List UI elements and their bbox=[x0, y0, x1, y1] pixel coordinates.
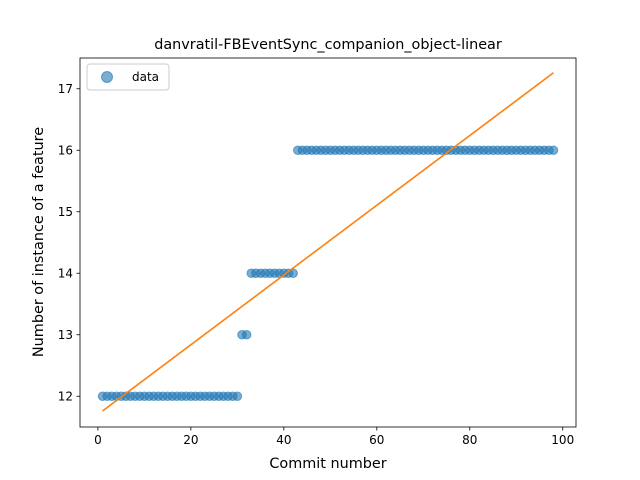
y-tick-label: 16 bbox=[58, 143, 73, 157]
x-tick-label: 80 bbox=[462, 433, 477, 447]
trend-line bbox=[102, 72, 554, 412]
y-tick-label: 13 bbox=[58, 328, 73, 342]
legend: data bbox=[86, 63, 170, 91]
axes: 0 20 40 60 80 100 12 13 14 15 16 17 bbox=[58, 57, 577, 447]
x-tick-label: 0 bbox=[94, 433, 102, 447]
legend-label-data: data bbox=[132, 70, 159, 84]
y-axis-label: Number of instance of a feature bbox=[31, 127, 47, 357]
legend-marker-data bbox=[101, 71, 113, 83]
x-tick-label: 60 bbox=[369, 433, 384, 447]
x-tick-label: 100 bbox=[551, 433, 574, 447]
axes-frame bbox=[79, 57, 577, 428]
y-tick-label: 14 bbox=[58, 266, 73, 280]
data-point bbox=[232, 391, 243, 402]
data-point bbox=[241, 329, 252, 340]
y-tick-label: 15 bbox=[58, 205, 73, 219]
y-tick-label: 12 bbox=[58, 389, 73, 403]
x-tick-label: 40 bbox=[276, 433, 291, 447]
chart-title: danvratil-FBEventSync_companion_object-l… bbox=[154, 37, 502, 53]
x-axis-label: Commit number bbox=[269, 456, 386, 472]
plot-area bbox=[97, 72, 559, 412]
data-point bbox=[548, 145, 559, 156]
y-tick-label: 17 bbox=[58, 82, 73, 96]
x-tick-label: 20 bbox=[183, 433, 198, 447]
legend-box bbox=[86, 63, 170, 91]
